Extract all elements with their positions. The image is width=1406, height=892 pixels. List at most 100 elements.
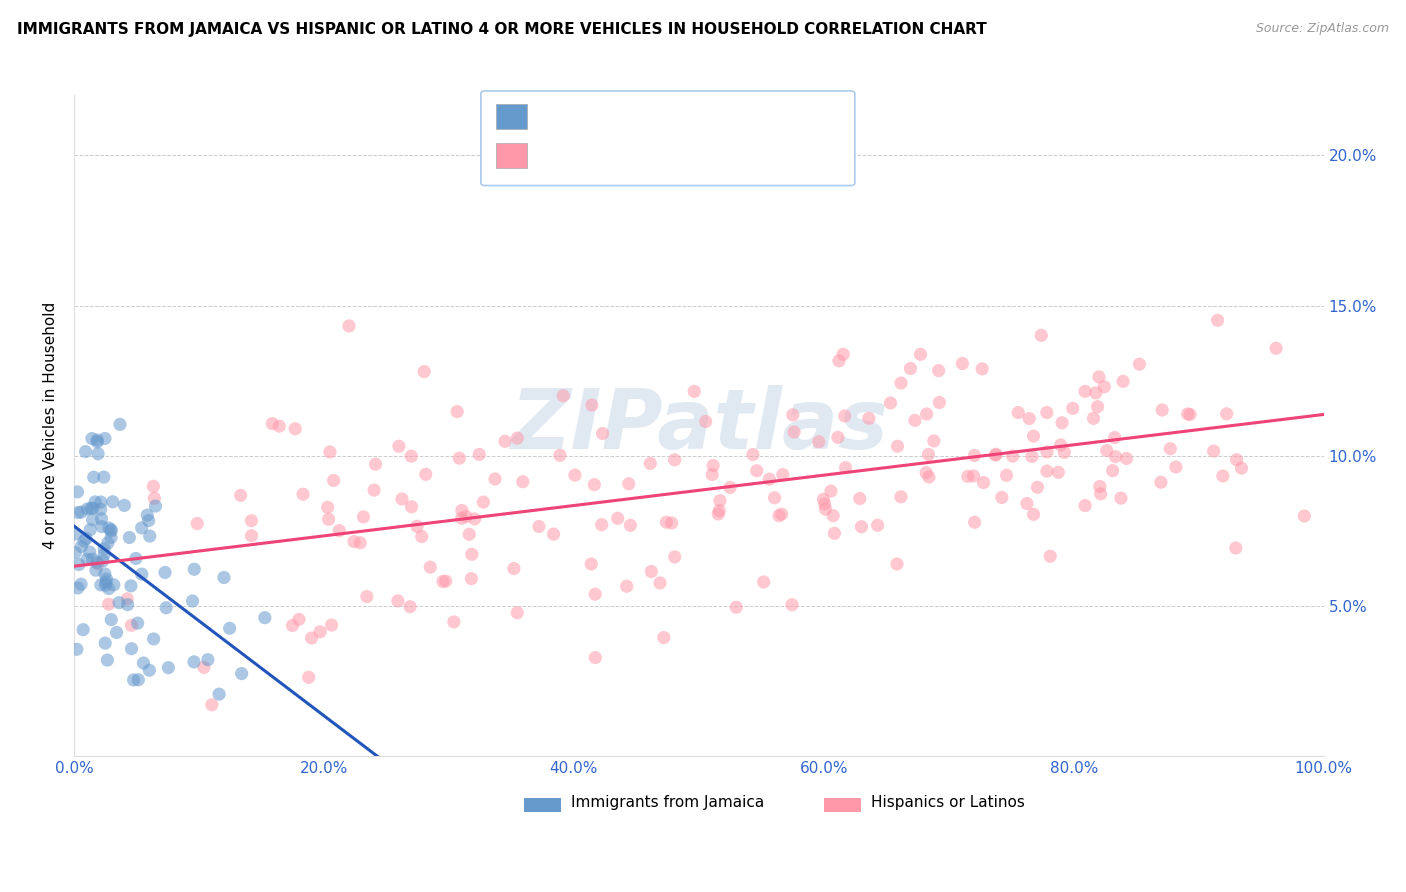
Point: [93, 548, 115, 562]
Point: [1090, 487, 1112, 501]
Bar: [824, 797, 862, 813]
Point: [1095, 443, 1118, 458]
Point: [79, 545, 101, 559]
Point: [96, 653, 118, 667]
Point: [886, 439, 908, 453]
Point: [1047, 466, 1070, 480]
Point: [138, 663, 160, 677]
Point: [1087, 400, 1109, 414]
Point: [460, 572, 482, 586]
Point: [543, 527, 565, 541]
Point: [858, 411, 880, 425]
Point: [1206, 313, 1229, 327]
Point: [406, 519, 429, 533]
Point: [1062, 401, 1084, 416]
Point: [201, 698, 224, 712]
Point: [449, 451, 471, 466]
Point: [849, 491, 872, 506]
Point: [1177, 407, 1199, 421]
Point: [112, 499, 135, 513]
Point: [117, 598, 139, 612]
Point: [183, 562, 205, 576]
Point: [1015, 496, 1038, 510]
Point: [90, 519, 112, 533]
Point: [411, 530, 433, 544]
Point: [851, 520, 873, 534]
Point: [208, 687, 231, 701]
Point: [638, 457, 661, 471]
Point: [127, 673, 149, 687]
Point: [984, 448, 1007, 462]
Point: [1104, 431, 1126, 445]
Point: [1084, 385, 1107, 400]
Point: [91, 554, 114, 568]
Point: [922, 434, 945, 448]
Point: [127, 616, 149, 631]
Point: [322, 474, 344, 488]
Point: [301, 631, 323, 645]
Point: [956, 469, 979, 483]
Text: 88: 88: [727, 113, 748, 128]
Point: [84, 563, 107, 577]
Point: [76, 502, 98, 516]
Point: [284, 422, 307, 436]
Point: [702, 467, 724, 482]
Point: [103, 578, 125, 592]
Point: [70, 540, 93, 554]
Point: [820, 484, 842, 499]
Point: [93, 541, 115, 556]
Point: [66, 484, 89, 499]
Point: [652, 631, 675, 645]
Point: [80, 432, 103, 446]
Point: [1083, 411, 1105, 425]
Point: [768, 508, 790, 523]
Point: [1212, 469, 1234, 483]
Point: [97, 521, 120, 535]
Point: [950, 357, 973, 371]
Point: [1101, 464, 1123, 478]
Point: [90, 502, 112, 516]
Point: [90, 578, 112, 592]
Point: [1088, 479, 1111, 493]
Point: [66, 642, 89, 657]
Point: [413, 365, 436, 379]
Point: [70, 505, 93, 519]
Point: [527, 519, 550, 533]
Point: [917, 447, 939, 461]
Point: [443, 615, 465, 629]
Point: [591, 517, 613, 532]
Point: [108, 596, 131, 610]
Point: [125, 551, 148, 566]
Point: [118, 531, 141, 545]
Point: [94, 575, 117, 590]
Point: [890, 376, 912, 390]
Point: [915, 407, 938, 421]
Point: [364, 457, 387, 471]
Point: [640, 565, 662, 579]
Text: 0.505: 0.505: [591, 152, 636, 167]
Point: [904, 413, 927, 427]
Point: [619, 518, 641, 533]
Point: [105, 625, 128, 640]
Point: [683, 384, 706, 399]
Point: [1039, 549, 1062, 564]
Point: [269, 419, 291, 434]
Point: [391, 491, 413, 506]
Point: [664, 453, 686, 467]
Point: [928, 364, 950, 378]
Point: [84, 495, 107, 509]
Point: [67, 558, 90, 572]
Point: [94, 566, 117, 581]
Point: [388, 439, 411, 453]
Point: [814, 502, 837, 516]
Point: [212, 570, 235, 584]
Point: [1265, 341, 1288, 355]
Point: [138, 514, 160, 528]
Point: [231, 666, 253, 681]
Text: R =: R =: [536, 113, 571, 128]
Point: [1104, 450, 1126, 464]
Point: [1021, 450, 1043, 464]
Point: [973, 475, 995, 490]
Point: [1115, 451, 1137, 466]
Point: [763, 491, 786, 505]
